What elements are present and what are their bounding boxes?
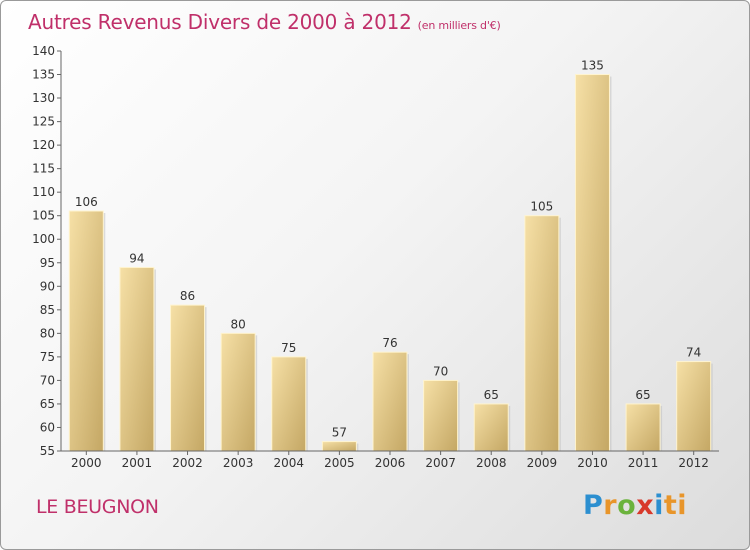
data-label: 105	[530, 200, 553, 214]
proxiti-logo: Proxiti	[583, 490, 687, 521]
axis-layer: 55 60 65 70 75 80 85 90 95 100 105 110 115 120 125 130 1…	[32, 44, 719, 470]
x-tick-label: 2008	[476, 456, 507, 470]
x-tick-label: 2000	[71, 456, 102, 470]
data-label: 65	[635, 388, 650, 402]
x-tick-label: 2009	[527, 456, 558, 470]
bar	[625, 403, 661, 452]
y-tick-label: 80	[40, 326, 55, 340]
chart-subtitle: (en milliers d'€)	[417, 19, 501, 32]
data-label: 76	[382, 336, 397, 350]
data-label: 65	[484, 388, 499, 402]
y-tick-label: 55	[40, 444, 55, 458]
data-label: 86	[180, 289, 195, 303]
location-label: LE BEUGNON	[36, 496, 159, 518]
bar	[271, 356, 307, 452]
x-tick-label: 2012	[678, 456, 709, 470]
logo-letter: i	[654, 490, 664, 521]
data-label: 80	[231, 317, 246, 331]
logo-letter: x	[636, 490, 655, 521]
bar	[68, 210, 104, 452]
y-tick-label: 75	[40, 350, 55, 364]
x-tick-label: 2011	[628, 456, 659, 470]
data-label: 70	[433, 364, 448, 378]
y-tick-label: 70	[40, 373, 55, 387]
bar	[676, 361, 712, 452]
y-tick-label: 65	[40, 397, 55, 411]
y-tick-label: 120	[32, 138, 55, 152]
bar	[524, 215, 560, 452]
y-tick-label: 95	[40, 256, 55, 270]
y-tick-label: 85	[40, 303, 55, 317]
x-tick-label: 2010	[577, 456, 608, 470]
bar	[574, 74, 610, 452]
bar	[473, 403, 509, 452]
bar	[119, 266, 155, 452]
logo-letter: r	[603, 490, 618, 521]
x-tick-label: 2005	[324, 456, 355, 470]
bar	[321, 441, 357, 452]
logo-letter: ti	[663, 490, 688, 521]
logo-letter: o	[617, 490, 637, 521]
bar	[170, 304, 206, 452]
y-tick-label: 90	[40, 279, 55, 293]
bars-layer: 106 94 86 80 75 57 76 70 65 105 135 65 74	[68, 59, 713, 452]
y-tick-label: 105	[32, 209, 55, 223]
data-label: 94	[129, 251, 144, 265]
x-tick-label: 2002	[172, 456, 203, 470]
y-tick-label: 100	[32, 232, 55, 246]
chart-title: Autres Revenus Divers de 2000 à 2012 (en …	[28, 10, 501, 34]
data-label: 75	[281, 341, 296, 355]
logo-letter: P	[583, 490, 604, 521]
data-label: 106	[75, 195, 98, 209]
y-tick-label: 130	[32, 91, 55, 105]
chart-title-text: Autres Revenus Divers de 2000 à 2012	[28, 10, 412, 34]
data-label: 135	[581, 59, 604, 73]
x-tick-label: 2003	[223, 456, 254, 470]
bar	[372, 351, 408, 452]
x-tick-label: 2004	[273, 456, 304, 470]
x-tick-label: 2007	[425, 456, 456, 470]
y-tick-label: 115	[32, 162, 55, 176]
data-label: 74	[686, 346, 701, 360]
y-tick-label: 135	[32, 68, 55, 82]
bar	[220, 332, 256, 452]
data-label: 57	[332, 426, 347, 440]
x-tick-label: 2006	[375, 456, 406, 470]
y-tick-label: 60	[40, 420, 55, 434]
y-tick-label: 125	[32, 115, 55, 129]
y-tick-label: 140	[32, 44, 55, 58]
y-tick-label: 110	[32, 185, 55, 199]
bar	[423, 379, 459, 452]
x-tick-label: 2001	[122, 456, 153, 470]
